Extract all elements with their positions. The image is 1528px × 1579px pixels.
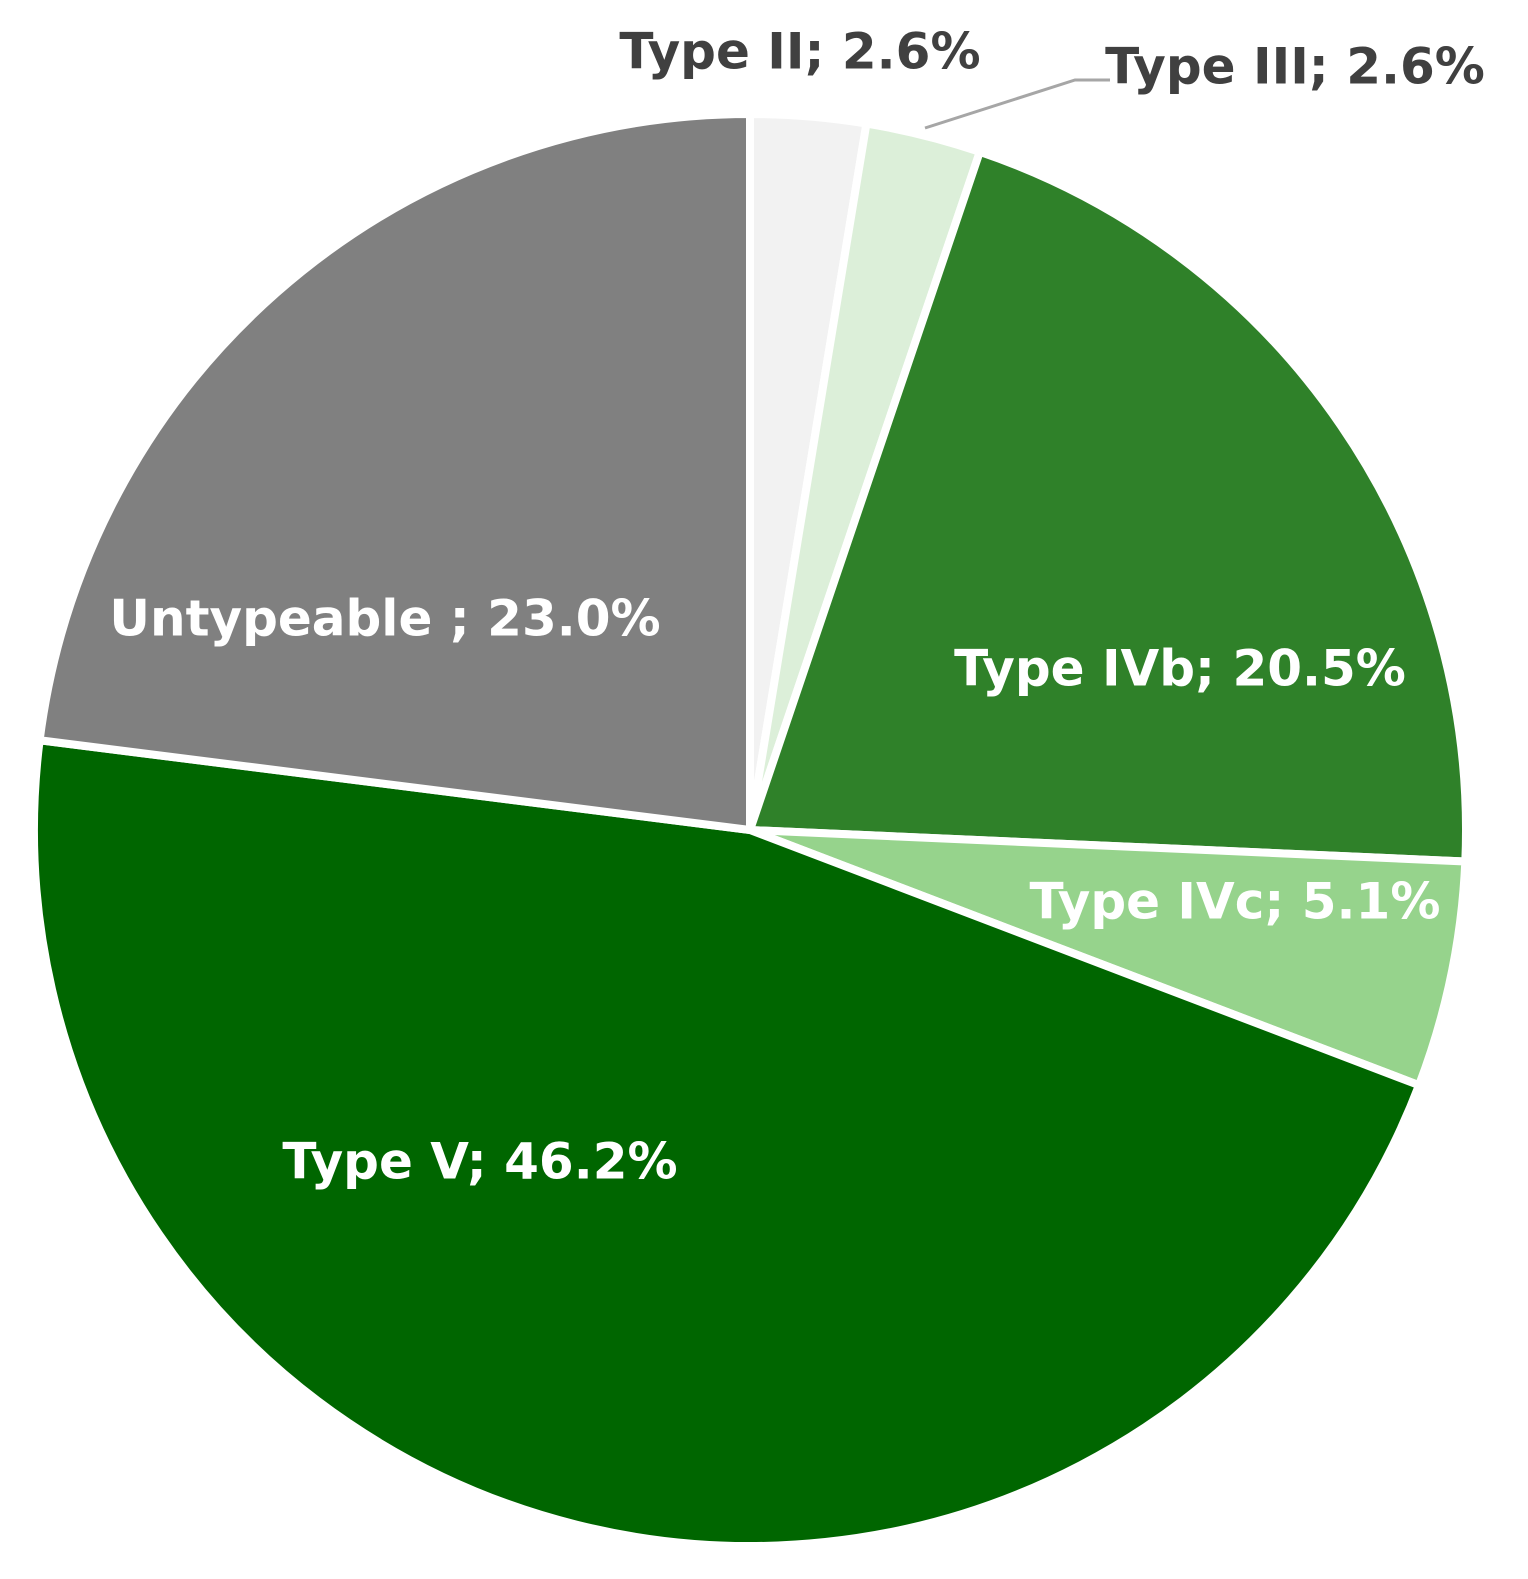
data-label: Type III; 2.6% (1105, 38, 1485, 96)
pie-slice (30, 736, 1423, 1550)
data-label: Untypeable ; 23.0% (109, 590, 660, 648)
data-label: Type V; 46.2% (282, 1133, 677, 1191)
data-label: Type IVb; 20.5% (954, 640, 1406, 698)
pie-slice (746, 147, 1470, 866)
pie-slice (35, 110, 754, 834)
pie-slice (746, 826, 1470, 1090)
data-label: Type II; 2.6% (619, 23, 980, 81)
data-label: Type IVc; 5.1% (1030, 873, 1441, 931)
leader-line (924, 78, 1110, 130)
